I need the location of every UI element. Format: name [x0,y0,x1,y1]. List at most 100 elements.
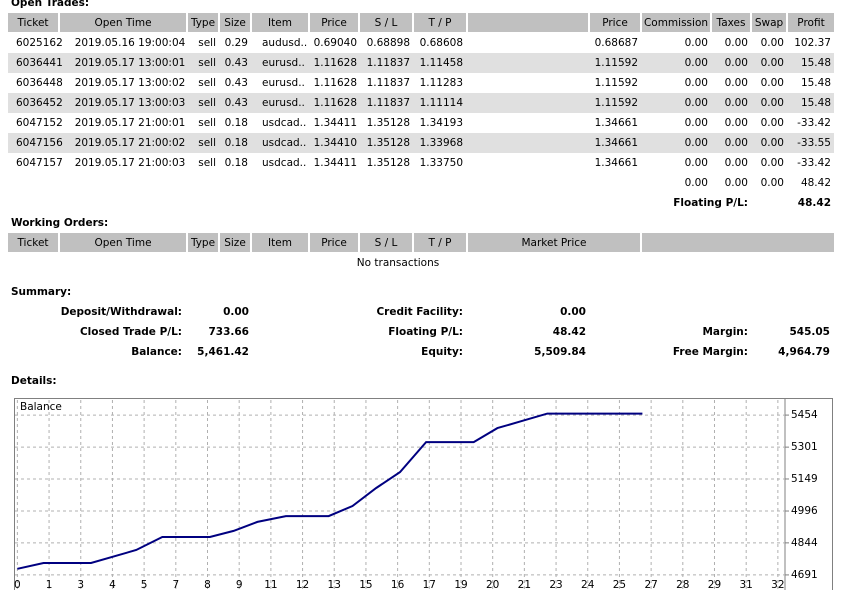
x-tick-label: 4 [109,579,116,590]
cell: 2019.05.17 13:00:03 [75,97,186,109]
cell: 1.34411 [314,157,357,169]
x-tick-label: 16 [391,579,405,590]
header-cell [468,233,640,252]
column-header: Open Time [94,17,151,29]
summary-value: 545.05 [789,326,830,338]
cell: 6047157 [16,157,63,169]
cell: 0.69040 [314,37,357,49]
cell: 0.18 [225,157,248,169]
cell: 0.00 [725,137,748,149]
x-tick-label: 31 [740,579,753,590]
cell: 2019.05.16 19:00:04 [75,37,186,49]
cell: usdcad.. [262,137,306,149]
cell: -33.42 [797,157,831,169]
cell: 0.18 [225,137,248,149]
cell: 1.11283 [420,77,463,89]
x-tick-label: 28 [676,579,689,590]
column-header: Commission [644,17,708,29]
header-cell [788,13,834,32]
cell: 0.00 [761,57,784,69]
x-tick-label: 20 [486,579,499,590]
total-cell: 0.00 [725,177,748,189]
balance-line [17,412,643,570]
cell: 0.00 [685,97,708,109]
cell: 15.48 [801,97,831,109]
cell: 1.35128 [367,137,410,149]
column-header: Type [190,237,215,249]
header-cell [220,233,250,252]
cell: 1.11628 [314,57,357,69]
header-cell [310,233,358,252]
column-header: Swap [755,17,784,29]
cell: sell [198,117,216,129]
header-cell [310,13,358,32]
summary-label: Margin: [702,326,748,338]
cell: 0.00 [685,137,708,149]
header-cell [60,233,186,252]
cell: 1.33968 [420,137,463,149]
column-header: S / L [375,17,398,29]
cell: 0.00 [725,37,748,49]
cell: sell [198,157,216,169]
section-title: Working Orders: [11,217,108,229]
x-tick-label: 23 [549,579,562,590]
column-header: Type [190,17,215,29]
column-header: Size [224,17,246,29]
cell: 1.34410 [314,137,357,149]
cell: 2019.05.17 21:00:02 [75,137,186,149]
cell: 15.48 [801,57,831,69]
cell: 0.00 [725,97,748,109]
x-tick-label: 15 [359,579,372,590]
y-tick-label: 5149 [791,473,818,485]
summary-label: Floating P/L: [388,326,463,338]
cell: usdcad.. [262,157,306,169]
cell: 1.34411 [314,117,357,129]
summary-label: Free Margin: [673,346,748,358]
summary-value: 4,964.79 [778,346,830,358]
row-stripe [8,53,834,73]
cell: 0.00 [725,57,748,69]
summary-label: Deposit/Withdrawal: [61,306,182,318]
cell: 2019.05.17 21:00:01 [75,117,186,129]
cell: 1.11592 [595,97,638,109]
cell: 6036448 [16,77,63,89]
summary-value: 733.66 [208,326,249,338]
y-tick-label: 4996 [791,505,818,517]
cell: sell [198,57,216,69]
x-tick-label: 5 [141,579,148,590]
cell: 1.34661 [595,157,638,169]
y-tick-label: 4844 [791,537,818,549]
header-cell [60,13,186,32]
cell: 1.34193 [420,117,463,129]
cell: 0.00 [761,137,784,149]
column-header: Taxes [716,17,746,29]
x-tick-label: 1 [46,579,53,590]
cell: 0.00 [725,77,748,89]
y-tick-label: 5301 [791,441,818,453]
summary-value: 5,461.42 [197,346,249,358]
cell: 6036452 [16,97,63,109]
floating-value: 48.42 [798,197,831,209]
header-cell [414,13,466,32]
header-cell [8,13,58,32]
x-tick-label: 3 [77,579,84,590]
header-cell [220,13,250,32]
legend-label: Balance [20,401,62,413]
x-tick-label: 7 [172,579,179,590]
row-stripe [8,133,834,153]
cell: 0.68608 [420,37,463,49]
header-cell [752,13,786,32]
cell: 1.34661 [595,137,638,149]
cell: 1.11837 [367,97,410,109]
header-cell [188,13,218,32]
cell: eurusd.. [262,97,305,109]
cell: 6047152 [16,117,63,129]
cell: eurusd.. [262,57,305,69]
cell: 2019.05.17 13:00:02 [75,77,186,89]
cell: 0.00 [761,97,784,109]
header-cell [360,13,412,32]
x-tick-label: 19 [454,579,467,590]
summary-value: 0.00 [560,306,586,318]
cell: eurusd.. [262,77,305,89]
